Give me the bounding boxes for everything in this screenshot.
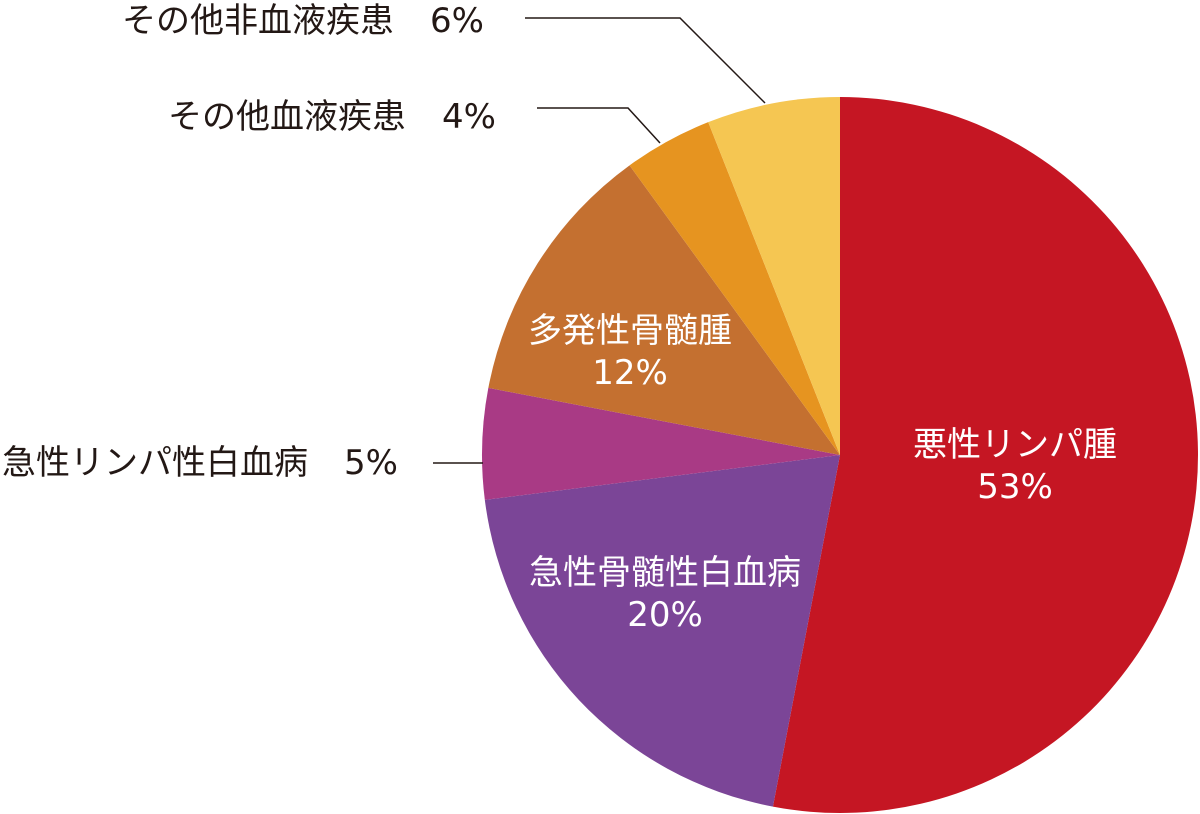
slice-label-other-non-blood: その他非血液疾患 6% (122, 0, 484, 42)
pie-slice-4 (629, 122, 840, 455)
pie-slice-5 (708, 97, 840, 455)
slice-label-text: その他非血液疾患 (122, 1, 394, 41)
slice-value-text: 4% (442, 97, 496, 137)
pie-slice-0 (772, 97, 1199, 814)
slice-label-text: 多発性骨髄腫 (528, 311, 732, 351)
slice-value-text: 5% (344, 443, 398, 483)
slice-label-aml: 急性骨髄性白血病 20% (510, 552, 820, 636)
leader-line-other-blood (537, 107, 661, 144)
slice-label-text: 急性骨髄性白血病 (529, 553, 801, 593)
pie-slice-2 (482, 387, 840, 500)
slice-label-all: 急性リンパ性白血病 5% (2, 442, 398, 484)
slice-value-text: 6% (430, 1, 484, 41)
slice-label-text: 急性リンパ性白血病 (2, 443, 308, 483)
slice-label-text: その他血液疾患 (168, 97, 406, 137)
slice-label-malignant-lymphoma: 悪性リンパ腫 53% (900, 424, 1130, 508)
slice-label-text: 悪性リンパ腫 (913, 425, 1117, 465)
slice-value-text: 20% (627, 595, 703, 635)
pie-slice-3 (488, 165, 840, 455)
slice-label-multiple-myeloma: 多発性骨髄腫 12% (505, 310, 755, 394)
slice-value-text: 53% (977, 467, 1053, 507)
leader-line-other-non-blood (525, 17, 766, 104)
pie-slice-1 (484, 455, 840, 807)
slice-label-other-blood: その他血液疾患 4% (168, 96, 496, 138)
slice-value-text: 12% (592, 353, 668, 393)
